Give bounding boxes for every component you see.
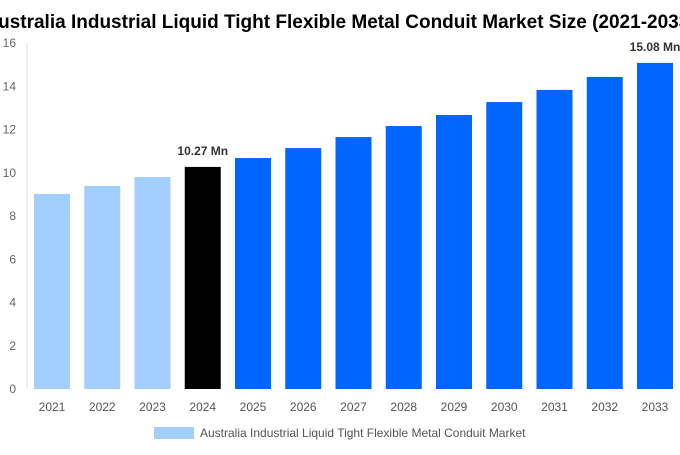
x-tick-label: 2026: [290, 400, 317, 414]
bar-2022[interactable]: [84, 185, 121, 389]
y-tick-label: 12: [3, 123, 17, 137]
bar-2029[interactable]: [436, 115, 472, 389]
x-tick-label: 2021: [39, 400, 66, 414]
y-tick-label: 6: [9, 252, 16, 266]
bar-2025[interactable]: [235, 158, 271, 389]
bar-2031[interactable]: [536, 89, 573, 390]
x-tick-label: 2033: [642, 400, 669, 414]
y-tick-label: 8: [9, 209, 16, 223]
bar-2021[interactable]: [34, 193, 70, 389]
x-tick-label: 2022: [89, 400, 116, 414]
bar-2024[interactable]: [184, 166, 221, 389]
y-tick-label: 4: [9, 296, 16, 310]
bar-2033[interactable]: [637, 62, 673, 390]
y-tick-label: 16: [3, 36, 17, 50]
x-tick-label: 2027: [340, 400, 367, 414]
bar-2027[interactable]: [335, 137, 372, 389]
y-tick-label: 14: [3, 79, 17, 93]
bar-2028[interactable]: [385, 126, 422, 389]
bar-2032[interactable]: [586, 76, 623, 390]
legend-swatch: [154, 427, 194, 439]
bar-2023[interactable]: [134, 177, 171, 389]
x-tick-label: 2030: [491, 400, 518, 414]
data-label: 15.08 Mn: [630, 40, 680, 54]
x-tick-label: 2029: [441, 400, 468, 414]
x-tick-label: 2024: [189, 400, 216, 414]
bar-2026[interactable]: [285, 148, 322, 389]
chart-title: Australia Industrial Liquid Tight Flexib…: [0, 12, 680, 33]
x-tick-label: 2025: [240, 400, 267, 414]
bar-2030[interactable]: [486, 102, 523, 389]
x-tick-label: 2032: [591, 400, 618, 414]
x-tick-label: 2028: [390, 400, 417, 414]
data-label: 10.27 Mn: [177, 144, 228, 158]
x-tick-label: 2023: [139, 400, 166, 414]
y-tick-label: 2: [9, 339, 16, 353]
y-tick-label: 10: [3, 166, 17, 180]
legend-label[interactable]: Australia Industrial Liquid Tight Flexib…: [200, 426, 526, 440]
x-tick-label: 2031: [541, 400, 568, 414]
y-tick-label: 0: [9, 382, 16, 396]
